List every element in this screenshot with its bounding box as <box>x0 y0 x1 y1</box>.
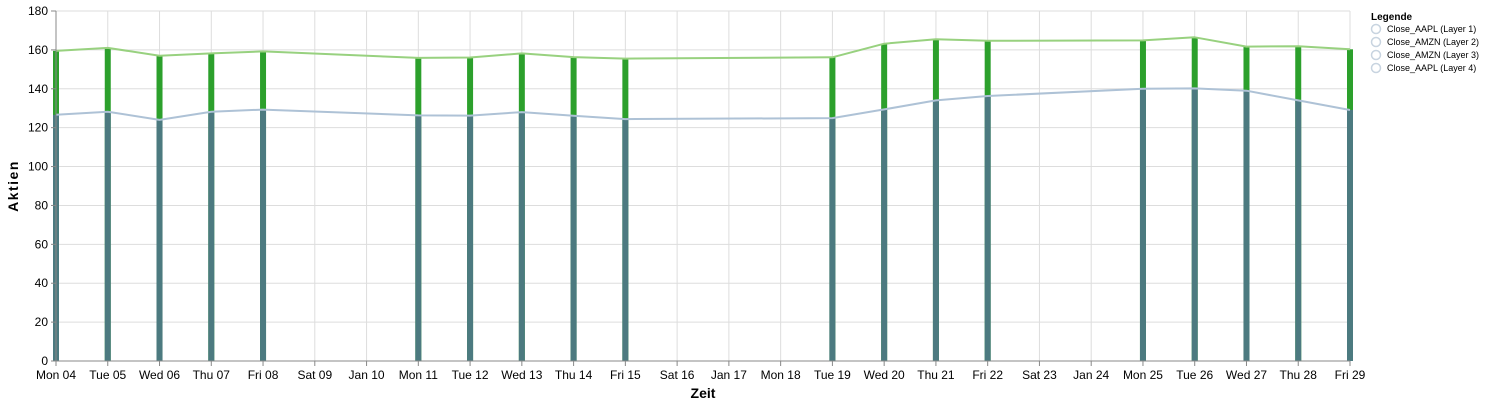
legend-item: Close_AAPL (Layer 4) <box>1370 62 1476 74</box>
x-tick-label: Mon 04 <box>36 368 76 382</box>
legend-label: Close_AMZN (Layer 2) <box>1387 37 1479 47</box>
legend-label: Close_AAPL (Layer 1) <box>1387 24 1476 34</box>
bars <box>53 37 1353 362</box>
legend-label: Close_AAPL (Layer 4) <box>1387 63 1476 73</box>
line-close-amzn-layer-2 <box>55 36 1351 60</box>
bar-close-aapl-layer-4 <box>829 118 836 361</box>
y-tick-label: 100 <box>28 160 48 174</box>
bar-close-aapl-layer-4 <box>881 109 888 361</box>
bar-close-aapl-layer-4 <box>1139 88 1146 362</box>
y-tick-label: 120 <box>28 121 48 135</box>
grid <box>55 10 1351 362</box>
y-tick-label: 40 <box>35 276 49 290</box>
legend-symbol <box>1370 62 1382 74</box>
legend-items: Close_AAPL (Layer 1) Close_AMZN (Layer 2)… <box>1370 23 1479 74</box>
bar-close-aapl-layer-4 <box>467 115 474 361</box>
y-tick-label: 20 <box>35 315 49 329</box>
legend-symbol <box>1370 36 1382 48</box>
y-tick-label: 0 <box>41 354 48 368</box>
bar-close-aapl-layer-4 <box>1295 100 1302 361</box>
bar-close-aapl-layer-4 <box>932 100 939 361</box>
x-tick-label: Fri 22 <box>972 368 1003 382</box>
y-tick-label: 80 <box>35 198 49 212</box>
bar-close-aapl-layer-4 <box>260 109 267 361</box>
axes: 0 20 40 60 80 100 120 140 160 180 Mon 04 Tue 05 Wed … <box>28 4 1366 382</box>
bar-close-aapl-layer-4 <box>1347 109 1353 361</box>
x-tick-label: Tue 12 <box>452 368 489 382</box>
x-tick-label: Tue 26 <box>1176 368 1213 382</box>
x-tick-label: Mon 18 <box>761 368 801 382</box>
y-axis-title: Aktien <box>5 160 21 212</box>
x-tick-label: Sat 09 <box>297 368 332 382</box>
bar-close-aapl-layer-4 <box>984 95 991 361</box>
bar-close-aapl-layer-4 <box>570 115 577 361</box>
x-tick-label: Thu 21 <box>917 368 955 382</box>
lines <box>55 36 1351 121</box>
y-tick-label: 60 <box>35 237 49 251</box>
y-tick-label: 140 <box>28 82 48 96</box>
line-close-aapl-layer-1 <box>55 87 1351 121</box>
x-tick-label: Jan 10 <box>349 368 385 382</box>
x-tick-label: Wed 13 <box>501 368 542 382</box>
bar-close-aapl-layer-4 <box>622 119 629 361</box>
x-tick-label: Sat 16 <box>660 368 695 382</box>
legend-title: Legende <box>1371 12 1413 23</box>
x-tick-label: Tue 05 <box>89 368 126 382</box>
y-tick-label: 160 <box>28 43 48 57</box>
x-tick-label: Wed 20 <box>864 368 905 382</box>
x-tick-label: Sat 23 <box>1022 368 1057 382</box>
x-tick-label: Fri 08 <box>248 368 279 382</box>
legend-symbol <box>1370 49 1382 61</box>
bar-close-aapl-layer-4 <box>1191 88 1198 361</box>
x-tick-label: Thu 14 <box>555 368 593 382</box>
x-tick-label: Jan 24 <box>1073 368 1109 382</box>
bar-close-aapl-layer-4 <box>415 115 422 362</box>
bar-close-aapl-layer-4 <box>104 111 111 361</box>
x-tick-label: Mon 25 <box>1123 368 1163 382</box>
legend-item: Close_AMZN (Layer 2) <box>1370 36 1479 48</box>
x-tick-label: Jan 17 <box>711 368 747 382</box>
bar-close-aapl-layer-4 <box>208 111 215 361</box>
legend-item: Close_AMZN (Layer 3) <box>1370 49 1479 61</box>
x-tick-label: Wed 27 <box>1226 368 1267 382</box>
legend-item: Close_AAPL (Layer 1) <box>1370 23 1476 35</box>
legend-symbol <box>1370 23 1382 35</box>
x-tick-label: Wed 06 <box>139 368 180 382</box>
bar-close-aapl-layer-4 <box>518 112 525 361</box>
x-tick-label: Fri 15 <box>610 368 641 382</box>
y-tick-label: 180 <box>28 4 48 18</box>
bar-close-aapl-layer-4 <box>156 119 163 361</box>
x-axis-title: Zeit <box>691 385 716 401</box>
x-tick-label: Mon 11 <box>399 368 438 382</box>
bar-close-aapl-layer-4 <box>1243 90 1250 361</box>
x-tick-label: Tue 19 <box>814 368 851 382</box>
legend-label: Close_AMZN (Layer 3) <box>1387 50 1479 60</box>
x-tick-label: Thu 28 <box>1280 368 1318 382</box>
x-tick-label: Thu 07 <box>193 368 231 382</box>
x-tick-label: Fri 29 <box>1335 368 1366 382</box>
legend: Legende Close_AAPL (Layer 1) Close_AMZN (… <box>1370 12 1479 74</box>
